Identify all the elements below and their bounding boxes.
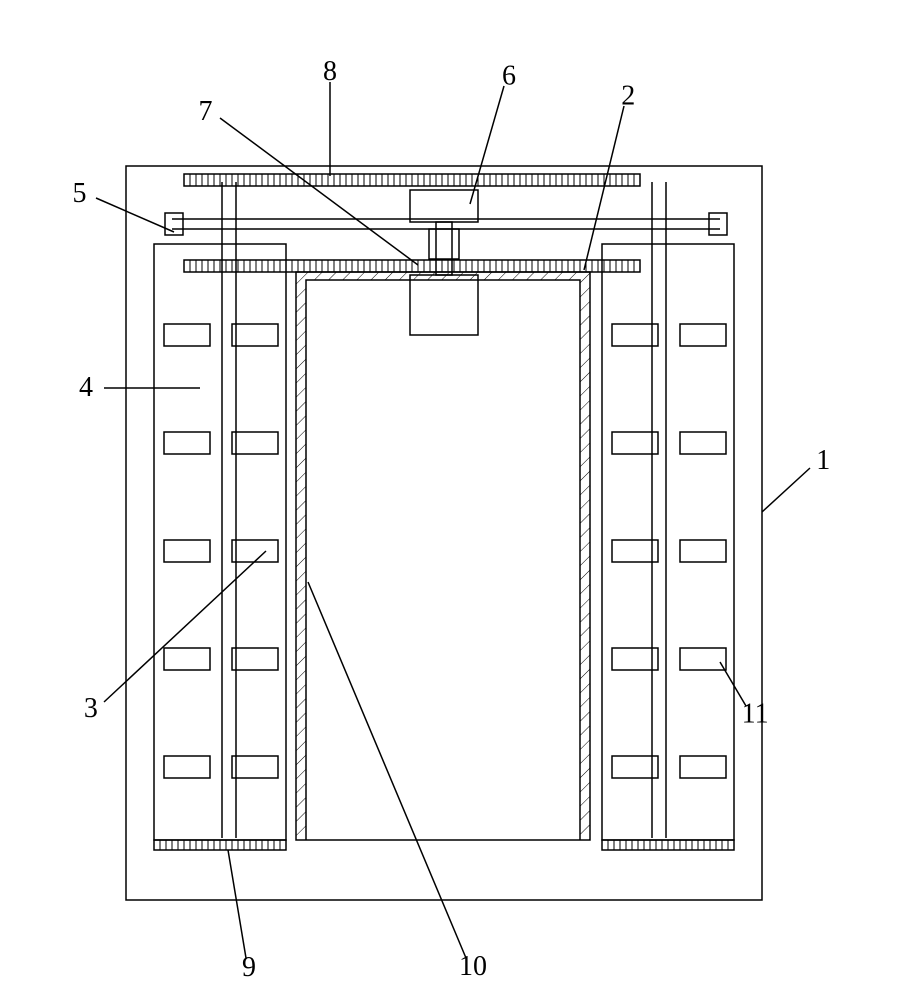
callout-2: 2 xyxy=(621,80,635,111)
callout-1: 1 xyxy=(816,445,830,476)
callout-3: 3 xyxy=(84,693,98,724)
callout-10: 10 xyxy=(459,951,487,982)
callout-5: 5 xyxy=(72,178,86,209)
callout-11: 11 xyxy=(742,699,769,730)
callout-9: 9 xyxy=(242,952,256,983)
canvas-bg xyxy=(0,0,898,1000)
engineering-diagram: 1 2 3 4 5 6 7 8 9 10 11 xyxy=(0,0,898,1000)
callout-6: 6 xyxy=(502,60,516,91)
callout-8: 8 xyxy=(323,56,337,87)
callout-7: 7 xyxy=(199,96,213,127)
callout-4: 4 xyxy=(79,372,93,403)
